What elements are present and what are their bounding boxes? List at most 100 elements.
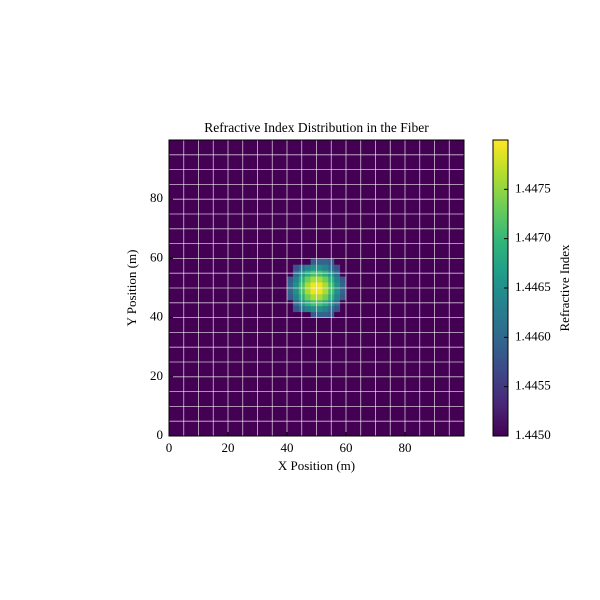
colorbar-segment — [493, 189, 508, 193]
colorbar-segment — [493, 174, 508, 178]
colorbar-segment — [493, 292, 508, 296]
colorbar-segment — [493, 302, 508, 306]
colorbar-segment — [493, 201, 508, 205]
colorbar-segment — [493, 243, 508, 247]
colorbar-tick-label: 1.4455 — [515, 378, 551, 393]
colorbar-segment — [493, 152, 508, 156]
plot-frame — [168, 139, 465, 437]
heatmap-cell — [292, 276, 300, 283]
heatmap-cell — [322, 305, 329, 313]
colorbar-segment — [493, 184, 508, 188]
heatmap-cell — [316, 276, 323, 283]
colorbar-segment — [493, 258, 508, 262]
colorbar-segment — [493, 209, 508, 213]
colorbar-segment — [493, 416, 508, 420]
heatmap-cell — [316, 258, 323, 265]
heatmap-cell — [334, 305, 341, 313]
heatmap-cell — [340, 305, 347, 313]
heatmap-cell — [310, 264, 317, 271]
colorbar-segment — [493, 248, 508, 252]
colorbar-segment — [493, 374, 508, 378]
heatmap-cell — [334, 288, 341, 295]
colorbar-tick-label: 1.4465 — [515, 279, 551, 294]
colorbar-segment — [493, 322, 508, 326]
colorbar-segment — [493, 280, 508, 284]
colorbar-segment — [493, 325, 508, 328]
heatmap-cell — [322, 311, 329, 318]
colorbar-segment — [493, 285, 508, 289]
colorbar-tick-label: 1.4475 — [515, 180, 551, 195]
heatmap-cell — [316, 288, 323, 295]
colorbar-segment — [493, 297, 508, 301]
colorbar-segment — [493, 147, 508, 151]
colorbar-segment — [493, 241, 508, 245]
x-axis-label: X Position (m) — [278, 458, 355, 473]
colorbar-segment — [493, 194, 508, 198]
colorbar-segment — [493, 428, 508, 432]
colorbar-segment — [493, 312, 508, 316]
colorbar-segment — [493, 300, 508, 304]
x-tick-label: 40 — [281, 440, 294, 455]
colorbar-segment — [493, 386, 508, 390]
y-tick-label: 20 — [150, 368, 163, 383]
heatmap-cell — [292, 258, 300, 265]
colorbar-segment — [493, 399, 508, 402]
chart-title: Refractive Index Distribution in the Fib… — [204, 120, 429, 135]
heatmap-cell — [287, 282, 294, 289]
colorbar-segment — [493, 295, 508, 299]
heatmap-cell — [334, 258, 341, 265]
colorbar-segment — [493, 221, 508, 225]
y-tick-label: 80 — [150, 190, 163, 205]
heatmap-cell — [322, 276, 329, 283]
colorbar-segment — [493, 426, 508, 430]
colorbar-segment — [493, 169, 508, 173]
colorbar-segment — [493, 406, 508, 410]
heatmap-cell — [287, 276, 294, 283]
heatmap-cell — [322, 264, 329, 271]
colorbar-segment — [493, 371, 508, 375]
colorbar-segment — [493, 164, 508, 168]
colorbar-segment — [493, 177, 508, 180]
colorbar-segment — [493, 391, 508, 395]
colorbar-segment — [493, 218, 508, 222]
heatmap-cell — [322, 258, 329, 265]
heatmap-cell — [287, 311, 294, 318]
heatmap-cell — [316, 264, 323, 271]
heatmap-cell — [304, 264, 311, 271]
colorbar-segment — [493, 327, 508, 331]
colorbar-segment — [493, 204, 508, 208]
heatmap-cell — [340, 258, 347, 265]
colorbar-segment — [493, 394, 508, 398]
colorbar-segment — [493, 344, 508, 348]
colorbar-segment — [493, 186, 508, 190]
heatmap-cell — [334, 311, 341, 318]
colorbar-segment — [493, 142, 508, 146]
heatmap-cell — [340, 264, 347, 271]
colorbar-segment — [493, 273, 508, 277]
colorbar-tick-label: 1.4460 — [515, 328, 551, 343]
colorbar-segment — [493, 228, 508, 232]
colorbar-segment — [493, 317, 508, 321]
colorbar-segment — [493, 251, 508, 254]
heatmap-cell — [304, 258, 311, 265]
colorbar-segment — [493, 270, 508, 274]
colorbar-segment — [493, 231, 508, 235]
colorbar-segment — [493, 290, 508, 294]
colorbar-segment — [493, 305, 508, 309]
colorbar-segment — [493, 211, 508, 215]
colorbar-segment — [493, 236, 508, 240]
colorbar-segment — [493, 263, 508, 267]
colorbar-segment — [493, 362, 508, 365]
heatmap-cell — [340, 282, 347, 289]
heatmap-cell — [316, 293, 323, 301]
heatmap-cell — [304, 288, 311, 295]
colorbar-segment — [493, 334, 508, 338]
colorbar-segment — [493, 154, 508, 158]
colorbar-segment — [493, 283, 508, 287]
colorbar-segment — [493, 339, 508, 343]
heatmap-cell — [322, 288, 329, 295]
heatmap-cell — [310, 282, 317, 289]
colorbar-segment — [493, 196, 508, 200]
